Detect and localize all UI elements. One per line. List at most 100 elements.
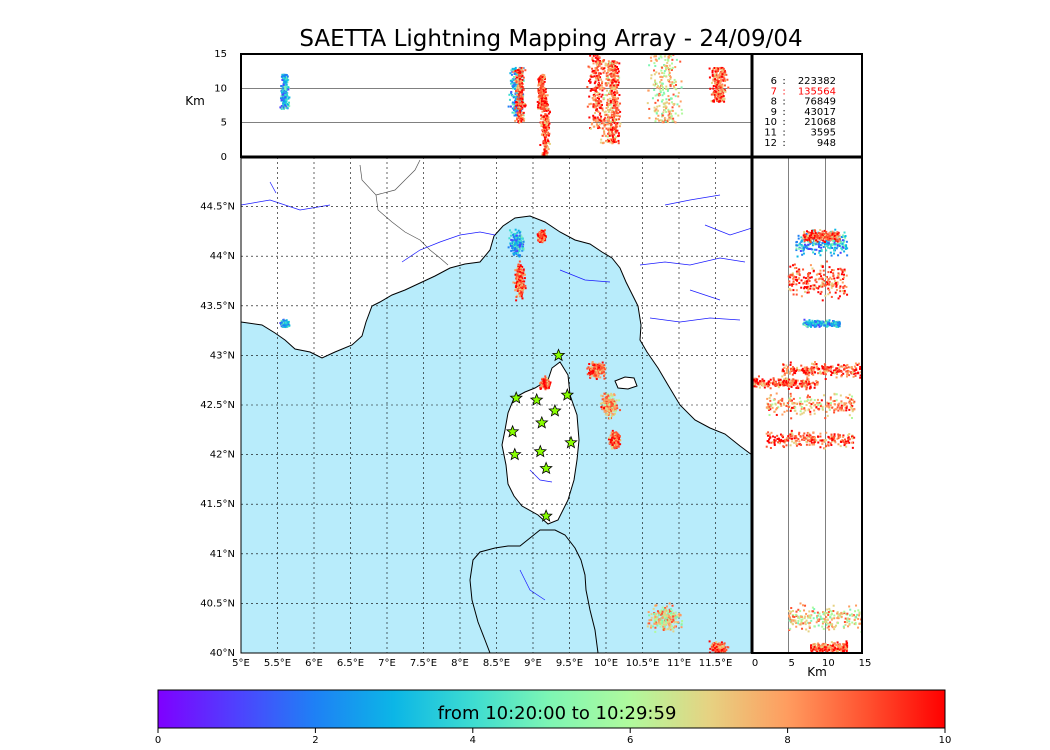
lightning-source: [545, 94, 548, 97]
lightning-source: [618, 399, 621, 402]
lightning-source: [610, 442, 613, 445]
lightning-source: [515, 238, 518, 241]
lightning-source: [666, 618, 669, 621]
lightning-source: [653, 62, 656, 65]
lightning-source: [539, 239, 542, 242]
lightning-source: [543, 232, 546, 235]
lightning-source: [543, 234, 546, 237]
lightning-source: [663, 70, 666, 73]
lightning-source: [589, 371, 592, 374]
altitude-latitude-panel: 0 5 10 15 Km: [751, 156, 871, 679]
lightning-source: [588, 363, 591, 366]
lightning-source: [596, 125, 599, 128]
lightning-source: [714, 645, 717, 648]
lightning-source: [723, 78, 726, 81]
lightning-source: [716, 83, 719, 86]
lightning-source: [589, 127, 592, 130]
lightning-source: [817, 287, 820, 290]
lightning-source: [715, 86, 718, 89]
lightning-source: [540, 240, 543, 243]
sea-area: [241, 215, 752, 653]
station-star-icon: [505, 424, 520, 438]
lightning-source: [608, 97, 611, 100]
lightning-source: [591, 57, 594, 60]
lightning-source: [665, 87, 668, 90]
lightning-source: [822, 273, 825, 276]
lightning-source: [719, 80, 722, 83]
lightning-source: [543, 143, 546, 146]
lightning-source: [539, 80, 542, 83]
lightning-source: [600, 95, 603, 98]
lightning-source: [612, 126, 615, 129]
lightning-source: [598, 113, 601, 116]
lightning-source: [615, 106, 618, 109]
lightning-source: [662, 614, 665, 617]
lightning-source: [650, 616, 653, 619]
lightning-source: [676, 103, 679, 106]
lightning-source: [588, 367, 591, 370]
lightning-source: [606, 414, 609, 417]
lightning-source: [513, 239, 516, 242]
lightning-source: [720, 69, 723, 72]
lightning-source: [522, 272, 525, 275]
lightning-source: [712, 644, 715, 647]
lightning-source: [549, 381, 552, 384]
lightning-source: [609, 124, 612, 127]
lightning-source: [713, 642, 716, 645]
lightning-source: [611, 434, 614, 437]
lightning-source: [614, 130, 617, 133]
lightning-source: [543, 120, 546, 123]
lightning-source: [605, 140, 608, 143]
lightning-source: [610, 85, 613, 88]
lightning-source: [796, 255, 799, 258]
lightning-source: [611, 134, 614, 137]
lightning-source: [507, 105, 510, 108]
lightning-source: [831, 244, 834, 247]
lightning-source: [672, 85, 675, 88]
lightning-source: [599, 112, 602, 115]
lightning-source: [841, 269, 844, 272]
lightning-source: [614, 88, 617, 91]
lightning-source: [808, 232, 811, 235]
lightning-source: [804, 236, 807, 239]
lightning-source: [615, 439, 618, 442]
lightning-source: [595, 366, 598, 369]
lightning-source: [613, 65, 616, 68]
lightning-source: [671, 120, 674, 123]
lightning-source: [596, 64, 599, 67]
lightning-source: [668, 620, 671, 623]
lightning-source: [514, 248, 517, 251]
lightning-source: [615, 399, 618, 402]
lightning-source: [614, 97, 617, 100]
lightning-source: [543, 94, 546, 97]
lightning-source: [540, 114, 543, 117]
lightning-source: [606, 75, 609, 78]
lightning-source: [720, 96, 723, 99]
lightning-source: [592, 375, 595, 378]
lightning-source: [608, 120, 611, 123]
lightning-source: [603, 400, 606, 403]
lightning-source: [819, 285, 822, 288]
lightning-source: [607, 411, 610, 414]
lightning-source: [538, 382, 541, 385]
lightning-source: [658, 87, 661, 90]
lightning-source: [613, 93, 616, 96]
lightning-source: [596, 368, 599, 371]
lightning-source: [813, 234, 816, 237]
lightning-source: [603, 399, 606, 402]
lightning-source: [716, 87, 719, 90]
lightning-source: [660, 613, 663, 616]
lightning-source: [831, 236, 834, 239]
lightning-source: [820, 284, 823, 287]
lightning-source: [545, 146, 548, 149]
lightning-source: [611, 394, 614, 397]
lightning-source: [835, 247, 838, 250]
lightning-source: [846, 254, 849, 257]
lightning-source: [670, 619, 673, 622]
lightning-source: [601, 89, 604, 92]
lightning-source: [546, 142, 549, 145]
lightning-source: [593, 104, 596, 107]
lightning-source: [725, 648, 728, 651]
lightning-source: [720, 651, 723, 653]
altitude-y-tick: 5: [221, 118, 227, 129]
